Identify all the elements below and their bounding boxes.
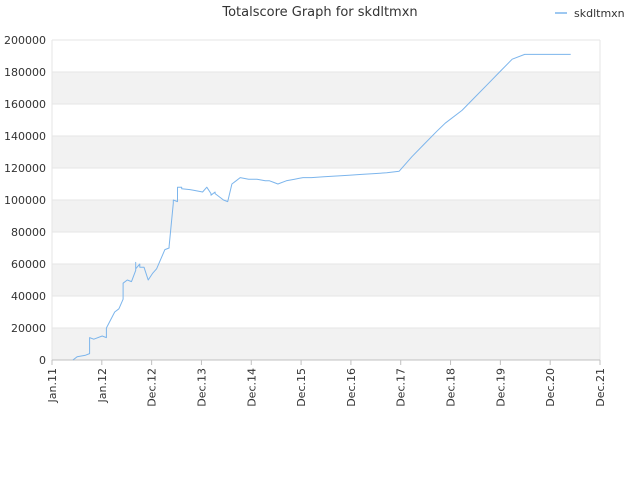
series-line xyxy=(72,53,571,361)
legend-entry-label[interactable]: skdltmxn xyxy=(574,7,625,20)
x-tick-label: Jan.11 xyxy=(46,368,59,403)
grid-lines xyxy=(51,39,601,361)
y-tick-label: 140000 xyxy=(4,130,46,143)
y-axis-tick-labels: 0 20000 40000 60000 80000 100000 120000 140000 1… xyxy=(4,34,46,367)
x-tick-label: Jan.12 xyxy=(96,368,109,403)
x-tick-label: Dec.12 xyxy=(146,368,159,407)
x-tick-label: Dec.17 xyxy=(395,368,408,407)
x-tick-label: Dec.16 xyxy=(345,368,358,407)
plot-band xyxy=(52,264,600,296)
plot-band xyxy=(52,328,600,360)
x-tick-label: Dec.19 xyxy=(494,368,507,407)
plot-band xyxy=(52,136,600,168)
y-tick-label: 0 xyxy=(39,354,46,367)
x-axis-tick-labels: Jan.11 Jan.12 Dec.12 Dec.13 Dec.14 Dec.15 Dec.… xyxy=(46,360,607,407)
x-tick-label: Dec.21 xyxy=(594,368,607,407)
y-tick-label: 200000 xyxy=(4,34,46,47)
y-tick-label: 160000 xyxy=(4,98,46,111)
plot-band xyxy=(52,72,600,104)
y-tick-label: 100000 xyxy=(4,194,46,207)
x-tick-label: Dec.20 xyxy=(544,368,557,407)
plot-bands xyxy=(52,72,600,360)
series-lines xyxy=(72,53,571,361)
y-tick-label: 20000 xyxy=(11,322,46,335)
x-tick-label: Dec.14 xyxy=(245,368,258,407)
y-tick-label: 180000 xyxy=(4,66,46,79)
y-tick-label: 40000 xyxy=(11,290,46,303)
x-tick-label: Dec.18 xyxy=(445,368,458,407)
y-tick-label: 80000 xyxy=(11,226,46,239)
y-tick-label: 60000 xyxy=(11,258,46,271)
plot-band xyxy=(52,200,600,232)
y-tick-label: 120000 xyxy=(4,162,46,175)
chart-title: Totalscore Graph for skdltmxn xyxy=(221,5,417,20)
x-tick-label: Dec.13 xyxy=(195,368,208,407)
legend[interactable]: skdltmxn xyxy=(555,7,625,20)
x-tick-label: Dec.15 xyxy=(295,368,308,407)
